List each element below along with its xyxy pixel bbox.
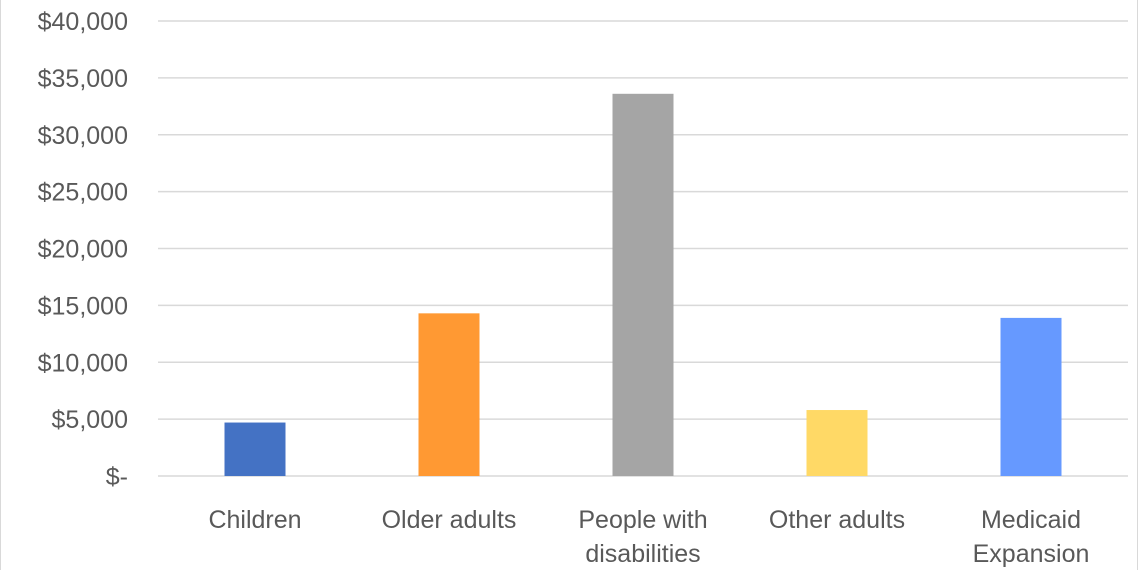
y-tick-label: $30,000	[38, 122, 128, 150]
x-category-label: Medicaid	[981, 506, 1081, 534]
bar	[224, 422, 286, 476]
bar	[418, 313, 480, 476]
x-axis-category-labels: Children Older adults People with disabilit…	[208, 506, 1089, 568]
y-tick-label: $35,000	[38, 65, 128, 93]
y-tick-label: $25,000	[38, 179, 128, 207]
bar	[1000, 317, 1062, 476]
y-tick-label: $10,000	[38, 349, 128, 377]
x-category-label: disabilities	[585, 540, 700, 568]
bar	[612, 93, 674, 477]
y-tick-label: $20,000	[38, 236, 128, 264]
x-category-label: Older adults	[382, 506, 517, 534]
y-tick-label: $40,000	[38, 8, 128, 36]
y-axis-tick-labels: $- $5,000 $10,000 $15,000 $20,000 $25,000 $30,…	[38, 8, 128, 491]
bars	[224, 93, 1062, 477]
y-tick-label: $15,000	[38, 292, 128, 320]
bar	[806, 410, 868, 476]
x-category-label: Other adults	[769, 506, 905, 534]
x-category-label: Children	[208, 506, 301, 534]
y-tick-label: $-	[106, 463, 128, 491]
x-category-label: People with	[578, 506, 707, 534]
y-tick-label: $5,000	[52, 406, 128, 434]
x-category-label: Expansion	[973, 540, 1090, 568]
